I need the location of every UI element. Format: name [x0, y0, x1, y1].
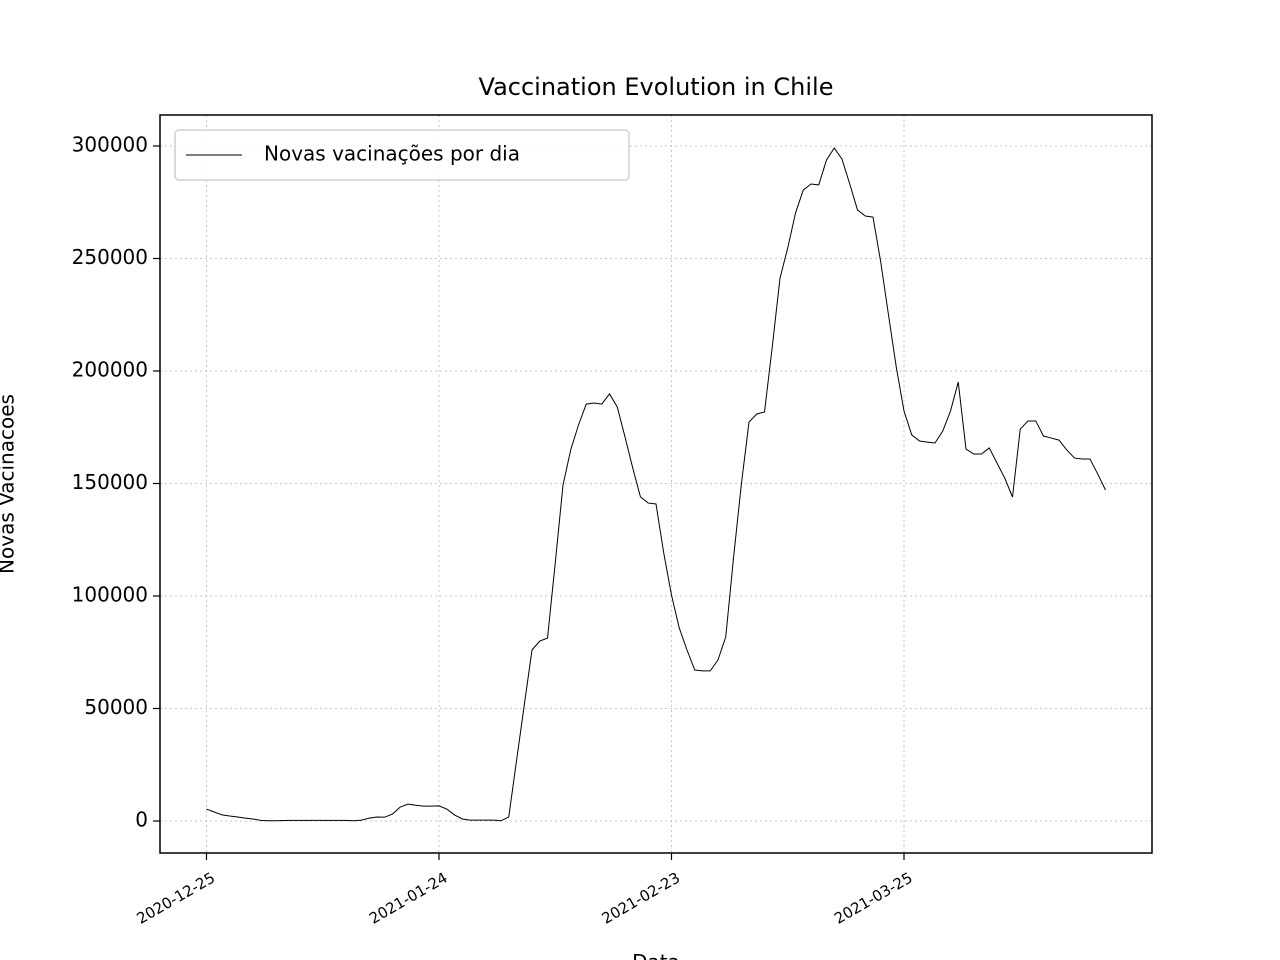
- y-tick-label: 300000: [72, 133, 148, 157]
- y-tick-label: 0: [135, 808, 148, 832]
- x-axis-label: Data: [632, 950, 680, 960]
- y-tick-label: 200000: [72, 358, 148, 382]
- y-tick-label: 50000: [84, 695, 148, 719]
- chart-title: Vaccination Evolution in Chile: [479, 73, 834, 101]
- plot-frame: [159, 114, 1153, 854]
- data-line: [206, 147, 1106, 822]
- y-axis-label: Novas Vacinacoes: [0, 394, 19, 574]
- legend-label: Novas vacinações por dia: [264, 142, 520, 166]
- y-tick-label: 250000: [72, 245, 148, 269]
- legend-box: [174, 129, 630, 181]
- x-tick-label: 2021-01-24: [366, 869, 451, 928]
- x-tick-label: 2020-12-25: [134, 869, 219, 928]
- x-tick-label: 2021-03-25: [831, 869, 916, 928]
- y-tick-label: 100000: [72, 583, 148, 607]
- x-tick-label: 2021-02-23: [599, 869, 684, 928]
- y-tick-label: 150000: [72, 470, 148, 494]
- legend: Novas vacinações por dia: [174, 129, 630, 181]
